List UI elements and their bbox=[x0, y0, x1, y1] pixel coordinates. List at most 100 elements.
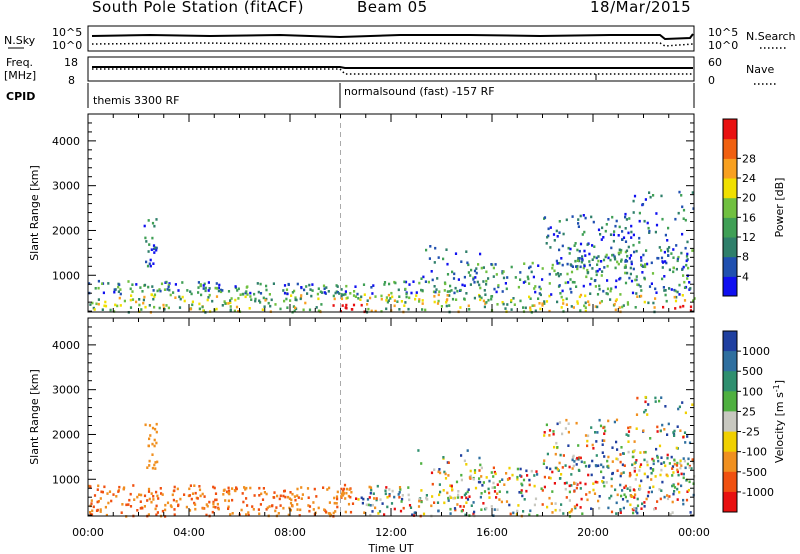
heatmap-cell bbox=[543, 216, 547, 219]
heatmap-cell bbox=[301, 493, 304, 496]
heatmap-cell bbox=[462, 505, 465, 508]
heatmap-cell bbox=[522, 510, 525, 513]
heatmap-cell bbox=[606, 459, 609, 463]
heatmap-cell bbox=[632, 267, 635, 271]
heatmap-cell bbox=[336, 490, 339, 494]
heatmap-cell bbox=[566, 272, 569, 276]
heatmap-cell bbox=[201, 492, 204, 496]
heatmap-cell bbox=[555, 229, 558, 233]
heatmap-cell bbox=[640, 507, 643, 510]
heatmap-cell bbox=[144, 305, 147, 309]
heatmap-cell bbox=[249, 486, 252, 490]
heatmap-cell bbox=[678, 491, 681, 494]
heatmap-cell bbox=[485, 279, 488, 283]
heatmap-cell bbox=[259, 301, 262, 304]
heatmap-cell bbox=[624, 212, 627, 216]
heatmap-cell bbox=[335, 502, 338, 505]
heatmap-cell bbox=[401, 497, 404, 501]
colorbar-tick-label: -1000 bbox=[742, 486, 774, 499]
heatmap-cell bbox=[156, 511, 159, 514]
heatmap-cell bbox=[683, 431, 687, 434]
heatmap-cell bbox=[560, 257, 563, 260]
heatmap-cell bbox=[619, 460, 622, 464]
heatmap-cell bbox=[444, 477, 448, 480]
heatmap-cell bbox=[516, 478, 519, 481]
heatmap-cell bbox=[664, 260, 667, 263]
heatmap-cell bbox=[253, 494, 256, 497]
heatmap-cell bbox=[619, 293, 622, 296]
heatmap-cell bbox=[492, 481, 495, 485]
heatmap-cell bbox=[377, 512, 380, 515]
heatmap-cell bbox=[607, 506, 610, 510]
heatmap-cell bbox=[597, 464, 600, 467]
heatmap-cell bbox=[312, 501, 315, 504]
heatmap-cell bbox=[588, 263, 591, 267]
heatmap-cell bbox=[686, 240, 689, 244]
heatmap-cell bbox=[345, 487, 349, 491]
heatmap-cell bbox=[666, 453, 669, 457]
heatmap-cell bbox=[650, 282, 653, 285]
heatmap-cell bbox=[660, 456, 663, 459]
heatmap-cell bbox=[688, 441, 692, 445]
heatmap-cell bbox=[559, 273, 562, 276]
heatmap-cell bbox=[332, 294, 335, 298]
colorbar-swatch bbox=[723, 276, 737, 297]
heatmap-cell bbox=[676, 470, 679, 474]
heatmap-cell bbox=[135, 283, 138, 286]
heatmap-cell bbox=[501, 271, 504, 275]
heatmap-cell bbox=[654, 475, 657, 478]
heatmap-cell bbox=[691, 191, 694, 194]
heatmap-cell bbox=[650, 478, 653, 481]
heatmap-cell bbox=[529, 308, 532, 312]
heatmap-cell bbox=[633, 496, 636, 499]
noise-panel-frame bbox=[87, 25, 695, 52]
heatmap-cell bbox=[692, 299, 695, 302]
heatmap-cell bbox=[152, 289, 155, 292]
heatmap-cell bbox=[599, 233, 602, 236]
heatmap-cell bbox=[621, 463, 624, 467]
heatmap-cell bbox=[622, 506, 625, 510]
heatmap-cell bbox=[290, 294, 293, 297]
heatmap-cell bbox=[570, 484, 573, 487]
heatmap-cell bbox=[561, 244, 564, 248]
heatmap-cell bbox=[555, 259, 558, 263]
heatmap-cell bbox=[660, 489, 663, 492]
heatmap-cell bbox=[630, 260, 633, 264]
heatmap-cell bbox=[315, 306, 318, 309]
heatmap-cell bbox=[229, 513, 232, 516]
heatmap-cell bbox=[246, 285, 249, 288]
heatmap-cell bbox=[479, 298, 482, 302]
heatmap-cell bbox=[332, 304, 335, 307]
heatmap-cell bbox=[214, 286, 217, 290]
heatmap-cell bbox=[336, 291, 339, 294]
heatmap-cell bbox=[678, 190, 681, 194]
heatmap-cell bbox=[307, 496, 310, 499]
heatmap-cell bbox=[160, 492, 163, 495]
heatmap-cell bbox=[604, 229, 607, 233]
heatmap-cell bbox=[257, 290, 260, 294]
heatmap-cell bbox=[571, 467, 574, 470]
heatmap-cell bbox=[308, 308, 312, 312]
heatmap-cell bbox=[369, 296, 372, 300]
heatmap-cell bbox=[103, 485, 106, 489]
heatmap-cell bbox=[444, 472, 447, 476]
heatmap-cell bbox=[405, 292, 408, 296]
heatmap-cell bbox=[484, 293, 487, 296]
heatmap-cell bbox=[668, 495, 671, 498]
heatmap-cell bbox=[619, 483, 622, 487]
heatmap-cell bbox=[639, 285, 642, 288]
heatmap-cell bbox=[530, 270, 533, 274]
heatmap-cell bbox=[603, 484, 606, 488]
heatmap-cell bbox=[203, 495, 206, 498]
heatmap-cell bbox=[675, 267, 678, 271]
heatmap-cell bbox=[307, 504, 310, 507]
heatmap-cell bbox=[574, 506, 577, 510]
heatmap-cell bbox=[469, 474, 472, 478]
heatmap-cell bbox=[217, 289, 220, 293]
heatmap-cell bbox=[308, 509, 311, 513]
heatmap-cell bbox=[665, 261, 668, 265]
heatmap-cell bbox=[558, 231, 561, 234]
heatmap-cell bbox=[207, 281, 210, 284]
heatmap-cell bbox=[541, 302, 544, 305]
colorbar-tick-label: 25 bbox=[742, 405, 756, 418]
